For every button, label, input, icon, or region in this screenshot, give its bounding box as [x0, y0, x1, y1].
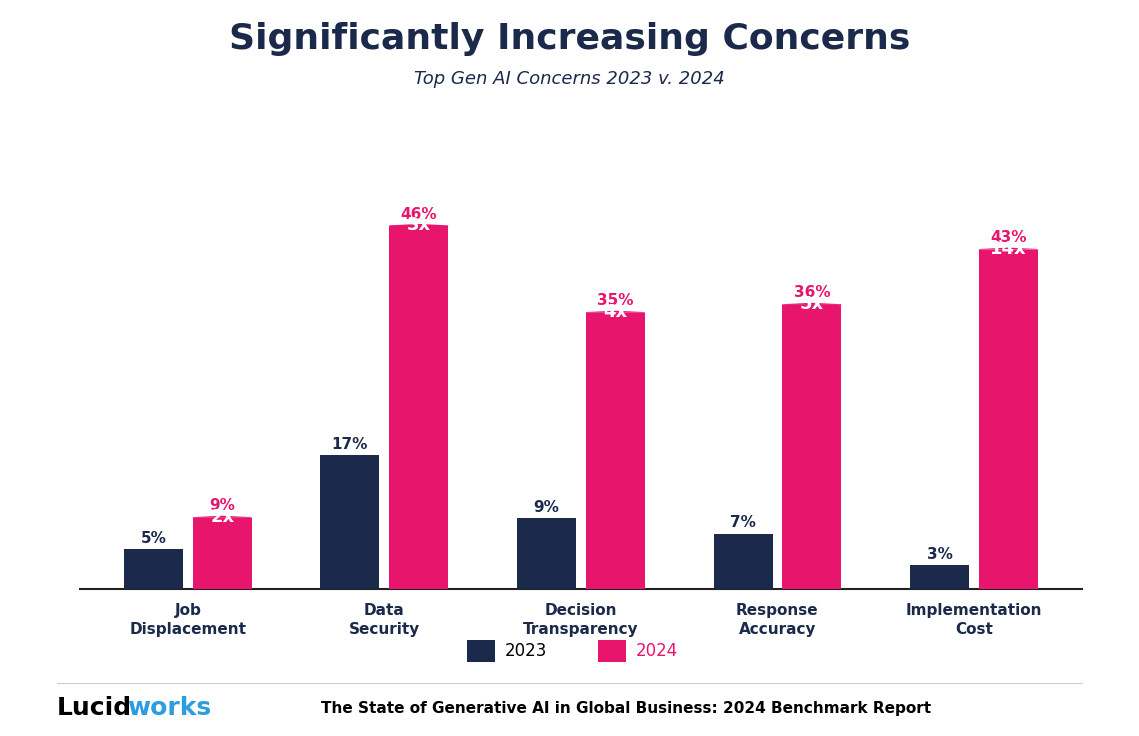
- Text: 5%: 5%: [140, 531, 166, 546]
- Polygon shape: [978, 247, 1038, 250]
- Text: 46%: 46%: [401, 207, 437, 222]
- Text: 2023: 2023: [505, 643, 547, 660]
- Bar: [713, 534, 772, 589]
- Bar: [585, 313, 645, 589]
- Polygon shape: [390, 224, 449, 226]
- Text: 9%: 9%: [210, 498, 235, 513]
- Bar: [517, 518, 576, 589]
- Text: Top Gen AI Concerns 2023 v. 2024: Top Gen AI Concerns 2023 v. 2024: [415, 70, 724, 88]
- Text: 17%: 17%: [331, 436, 368, 452]
- Polygon shape: [782, 302, 842, 305]
- Text: 35%: 35%: [597, 294, 633, 308]
- Text: works: works: [128, 696, 212, 720]
- Text: The State of Generative AI in Global Business: 2024 Benchmark Report: The State of Generative AI in Global Bus…: [321, 701, 932, 715]
- Bar: [390, 226, 449, 589]
- Polygon shape: [192, 516, 252, 518]
- Text: 4x: 4x: [604, 303, 628, 321]
- Text: 14x: 14x: [990, 240, 1026, 258]
- Bar: [978, 250, 1038, 589]
- Text: 7%: 7%: [730, 515, 756, 531]
- Text: 36%: 36%: [794, 286, 830, 300]
- Text: 2x: 2x: [211, 508, 235, 526]
- Bar: [320, 455, 379, 589]
- Text: 2024: 2024: [636, 643, 678, 660]
- Text: Significantly Increasing Concerns: Significantly Increasing Concerns: [229, 22, 910, 56]
- Text: Lucid: Lucid: [57, 696, 132, 720]
- Text: 43%: 43%: [990, 230, 1026, 245]
- Bar: [192, 518, 252, 589]
- Bar: [910, 565, 969, 589]
- Text: 9%: 9%: [533, 500, 559, 514]
- Text: 5x: 5x: [800, 295, 823, 313]
- Text: 3%: 3%: [927, 547, 952, 562]
- Bar: [124, 549, 183, 589]
- Text: 3x: 3x: [407, 216, 431, 234]
- Polygon shape: [585, 311, 645, 313]
- Bar: [782, 305, 842, 589]
